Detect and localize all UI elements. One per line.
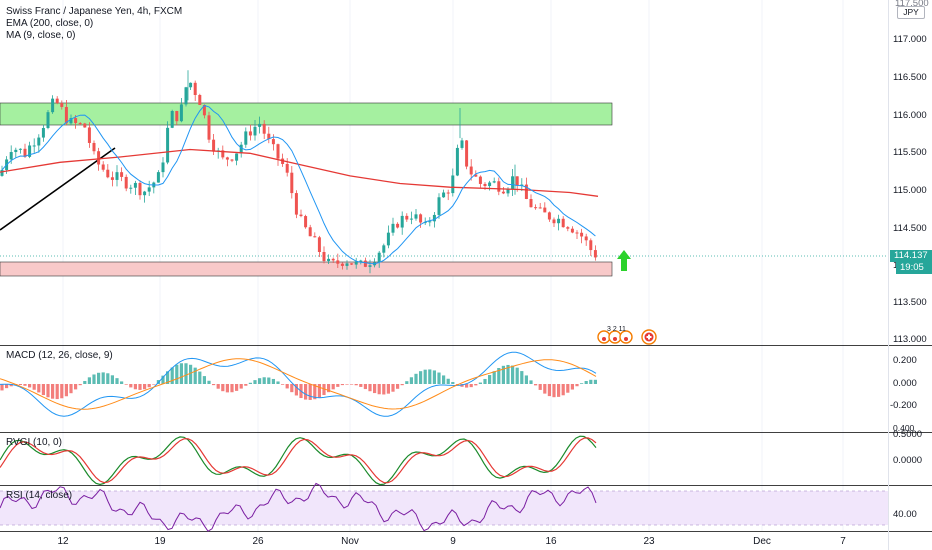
buy-signal-arrow-icon xyxy=(617,250,631,271)
rsi-line xyxy=(0,482,597,532)
currency-label[interactable]: JPY xyxy=(897,6,925,19)
rvgi-tick: 0.0000 xyxy=(893,455,923,466)
event-badge-label[interactable]: 3 2 11 xyxy=(607,326,626,333)
rsi-legend[interactable]: RSI (14, close) xyxy=(6,490,73,501)
price-tick: 117.000 xyxy=(893,34,927,45)
price-tick-top: 117.500 xyxy=(895,0,929,9)
price-tick: 115.000 xyxy=(893,185,927,196)
macd-tick: 0.200 xyxy=(893,355,917,366)
time-label: 12 xyxy=(57,536,69,547)
price-tick-partial: 1 xyxy=(893,260,898,271)
macd-tick: -0.200 xyxy=(890,400,917,411)
macd-line xyxy=(0,351,597,417)
ma-legend[interactable]: MA (9, close, 0) xyxy=(6,30,76,41)
time-label: Nov xyxy=(341,536,359,547)
ma-9-line xyxy=(1,104,596,265)
event-badges[interactable] xyxy=(597,329,657,345)
rvgi-legend[interactable]: RVGI (10, 0) xyxy=(6,437,62,448)
price-tick: 116.500 xyxy=(893,72,927,83)
price-tick: 113.500 xyxy=(893,297,927,308)
price-tick: 114.500 xyxy=(893,223,927,234)
macd-legend[interactable]: MACD (12, 26, close, 9) xyxy=(6,350,113,361)
trend-line[interactable] xyxy=(0,147,116,231)
candlesticks xyxy=(0,70,597,274)
last-price-tag[interactable]: 114.137 xyxy=(890,250,932,262)
resistance-zone xyxy=(0,102,613,126)
time-label: 7 xyxy=(840,536,846,547)
macd-signal-line xyxy=(0,358,597,410)
ema-200-line xyxy=(0,148,599,197)
support-zone xyxy=(0,261,613,277)
price-tick: 115.500 xyxy=(893,147,927,158)
macd-tick: 0.000 xyxy=(893,378,917,389)
rvgi-line xyxy=(0,435,597,486)
rvgi-signal-line xyxy=(0,437,597,484)
ema-legend[interactable]: EMA (200, close, 0) xyxy=(6,18,94,29)
time-label: Dec xyxy=(753,536,771,547)
rsi-tick: 40.00 xyxy=(893,509,917,520)
bar-countdown: 19:05 xyxy=(896,262,932,274)
rsi-band xyxy=(0,491,888,525)
price-tick: 116.000 xyxy=(893,110,927,121)
time-label: 26 xyxy=(252,536,264,547)
price-tick: 113.000 xyxy=(893,334,927,345)
rvgi-tick-overlap: 0.400 xyxy=(893,423,915,433)
time-label: 23 xyxy=(643,536,655,547)
symbol-title[interactable]: Swiss Franc / Japanese Yen, 4h, FXCM xyxy=(6,6,183,17)
rvgi-tick: 0.5000 xyxy=(893,429,923,440)
time-label: 16 xyxy=(545,536,557,547)
time-label: 9 xyxy=(450,536,456,547)
time-label: 19 xyxy=(154,536,166,547)
